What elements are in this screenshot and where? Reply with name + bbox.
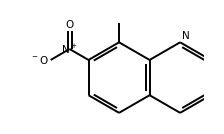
Text: N: N (181, 31, 189, 41)
Text: N$^+$: N$^+$ (61, 42, 78, 56)
Text: $^-$O: $^-$O (30, 54, 49, 66)
Text: O: O (65, 20, 74, 30)
